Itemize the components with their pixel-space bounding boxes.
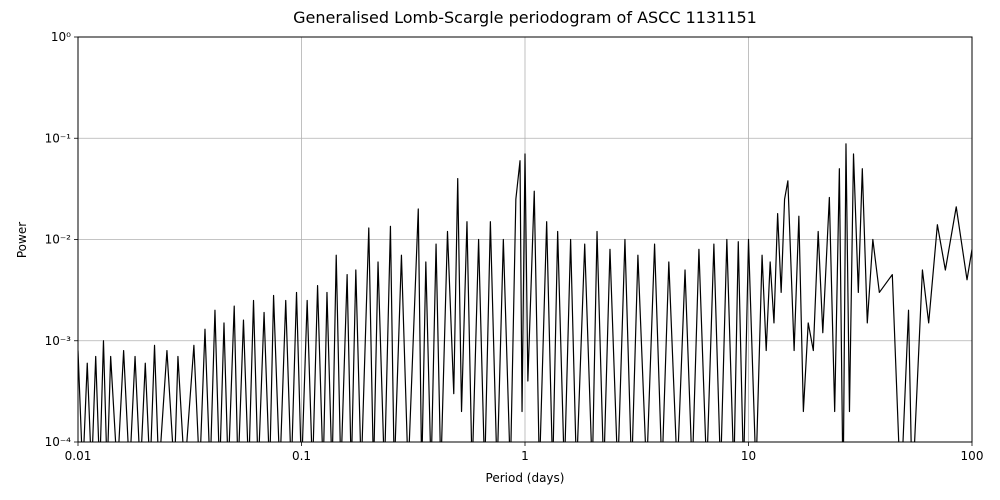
y-tick-label: 10⁻²	[45, 233, 72, 247]
x-tick-label: 10	[741, 449, 756, 463]
plot-area	[78, 143, 972, 442]
chart-title: Generalised Lomb-Scargle periodogram of …	[293, 8, 757, 27]
periodogram-line	[78, 143, 972, 442]
x-tick-label: 0.01	[65, 449, 92, 463]
axes: 0.01 0.1 1 10 100 10⁻⁴ 10⁻³ 10⁻² 10⁻¹ 10⁰	[45, 30, 984, 463]
y-tick-label: 10⁻¹	[45, 131, 72, 145]
x-tick-label: 0.1	[292, 449, 311, 463]
x-tick-label: 1	[521, 449, 529, 463]
y-tick-label: 10⁻⁴	[45, 435, 72, 449]
x-axis-label: Period (days)	[486, 471, 565, 485]
x-tick-label: 100	[961, 449, 984, 463]
y-tick-label: 10⁻³	[45, 334, 72, 348]
y-axis-label: Power	[15, 222, 29, 258]
y-tick-label: 10⁰	[51, 30, 71, 44]
